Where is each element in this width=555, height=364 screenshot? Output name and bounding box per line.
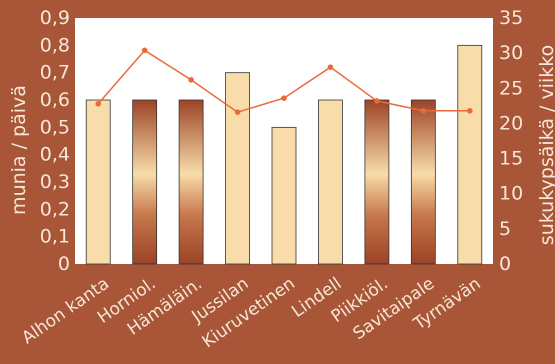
bar bbox=[364, 99, 390, 265]
y2-tick-label: 20 bbox=[499, 112, 523, 134]
line-series bbox=[95, 47, 473, 115]
y-tick-label: 0,3 bbox=[40, 171, 70, 193]
bar bbox=[178, 99, 204, 265]
line-point bbox=[420, 107, 427, 114]
bar bbox=[457, 44, 483, 265]
y2-tick-label: 10 bbox=[499, 183, 523, 205]
y-tick-label: 0,5 bbox=[40, 116, 70, 138]
y-tick-label: 0,9 bbox=[40, 7, 70, 29]
y-tick-label: 0,8 bbox=[40, 34, 70, 56]
y2-tick-label: 15 bbox=[499, 148, 523, 170]
bar bbox=[132, 99, 158, 265]
y-axis-title: munia / päivä bbox=[8, 85, 30, 215]
y2-tick-label: 35 bbox=[499, 7, 523, 29]
y2-tick-label: 0 bbox=[499, 253, 511, 275]
category-labels: Alhon kantaHorniol.Hämäläin.JussilanKiur… bbox=[18, 274, 484, 353]
bar-series bbox=[85, 44, 483, 265]
bar bbox=[410, 99, 436, 265]
y2-tick-label: 5 bbox=[499, 218, 511, 240]
bar bbox=[318, 99, 343, 265]
line-point bbox=[466, 107, 473, 114]
y-tick-label: 0 bbox=[58, 253, 70, 275]
line-point bbox=[188, 77, 194, 83]
bar bbox=[85, 99, 111, 265]
y-tick-label: 0,1 bbox=[40, 226, 70, 248]
bar bbox=[225, 72, 250, 265]
left-axis-ticks: 0 0,1 0,2 0,3 0,4 0,5 0,6 0,7 0,8 0,9 bbox=[40, 7, 70, 275]
line-point bbox=[327, 64, 334, 70]
y-tick-label: 0,2 bbox=[40, 198, 70, 220]
y-tick-label: 0,4 bbox=[40, 144, 70, 166]
line-point bbox=[234, 109, 241, 115]
right-axis-ticks: 0 5 10 15 20 25 30 35 bbox=[499, 7, 523, 275]
line-point bbox=[141, 47, 148, 54]
line-point bbox=[374, 98, 380, 104]
y-tick-label: 0,6 bbox=[40, 89, 70, 111]
y2-tick-label: 25 bbox=[499, 77, 523, 99]
bar bbox=[271, 126, 297, 265]
y2-axis-title: sukukypsäikä / viikko bbox=[536, 45, 555, 245]
line-point bbox=[95, 100, 102, 107]
y2-tick-label: 30 bbox=[499, 42, 523, 64]
line-point bbox=[281, 95, 287, 101]
y-tick-label: 0,7 bbox=[40, 62, 70, 84]
